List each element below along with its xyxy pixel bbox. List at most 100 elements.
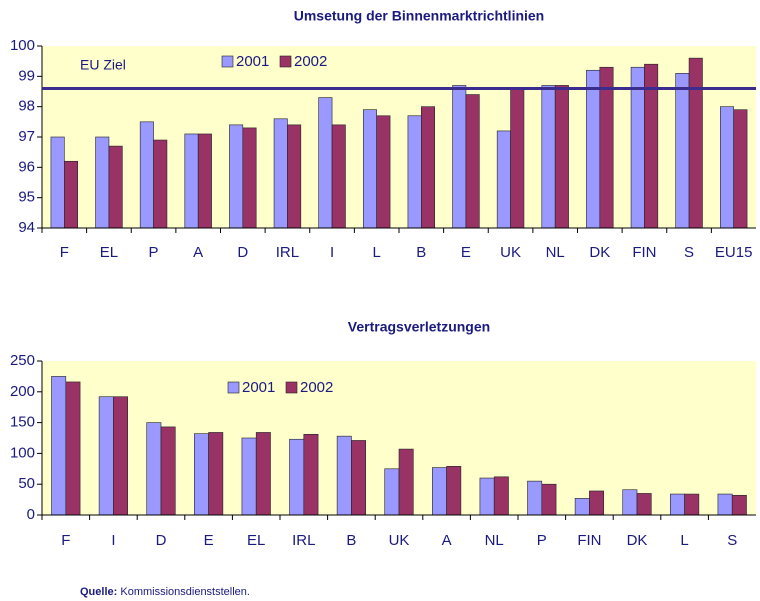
bar xyxy=(242,127,257,229)
bar xyxy=(636,493,652,516)
bar xyxy=(554,85,569,229)
bar xyxy=(384,468,400,516)
bar xyxy=(184,133,199,229)
bar xyxy=(432,467,447,516)
bar xyxy=(688,57,703,229)
y-tick-label: 200 xyxy=(10,383,35,400)
bar xyxy=(208,432,224,516)
x-tick-label: NL xyxy=(546,244,565,261)
legend-swatch xyxy=(227,381,240,394)
y-tick-label: 100 xyxy=(10,37,35,54)
bar xyxy=(493,476,509,516)
bar xyxy=(50,136,65,229)
bar xyxy=(160,426,176,516)
bar xyxy=(65,381,81,516)
x-tick-label: DK xyxy=(627,532,648,549)
x-tick-label: DK xyxy=(589,244,610,261)
chart-title: Vertragsverletzungen xyxy=(348,319,490,335)
bar xyxy=(527,480,543,516)
x-tick-label: S xyxy=(684,244,694,261)
bar xyxy=(479,477,495,516)
bar xyxy=(113,396,128,516)
bar xyxy=(407,115,422,229)
x-tick-label: F xyxy=(60,244,69,261)
bar xyxy=(362,109,377,229)
bar xyxy=(684,493,700,516)
bar xyxy=(541,483,557,516)
bar xyxy=(64,160,78,229)
bar xyxy=(139,121,154,229)
x-tick-label: E xyxy=(204,532,214,549)
bar xyxy=(303,434,319,516)
y-tick-label: 250 xyxy=(10,352,35,369)
bar xyxy=(146,422,162,516)
bar xyxy=(541,85,556,229)
x-tick-label: D xyxy=(156,532,167,549)
bar xyxy=(153,139,168,229)
x-tick-label: L xyxy=(680,532,688,549)
legend-swatch xyxy=(221,55,234,68)
bar xyxy=(496,130,511,229)
x-tick-label: EL xyxy=(247,532,265,549)
bar xyxy=(670,493,685,516)
y-tick-label: 97 xyxy=(18,128,35,145)
bar xyxy=(197,133,212,229)
bar xyxy=(731,494,747,516)
y-tick-label: 150 xyxy=(10,414,35,431)
bar xyxy=(452,85,467,229)
x-tick-label: FIN xyxy=(577,532,601,549)
bar xyxy=(273,118,288,229)
x-tick-label: E xyxy=(461,244,471,261)
legend-label: 2001 xyxy=(236,53,269,70)
x-tick-label: B xyxy=(346,532,356,549)
bar xyxy=(287,124,302,229)
x-tick-label: UK xyxy=(500,244,521,261)
chart-title: Umsetung der Binnenmarktrichtlinien xyxy=(294,8,544,24)
bar xyxy=(599,66,614,229)
x-tick-label: P xyxy=(537,532,547,549)
target-label: EU Ziel xyxy=(80,57,126,73)
legend-swatch xyxy=(285,381,298,394)
bar xyxy=(733,109,748,229)
bar xyxy=(717,493,733,516)
bar xyxy=(51,376,67,516)
x-tick-label: IRL xyxy=(292,532,315,549)
bar xyxy=(331,124,346,229)
bar xyxy=(465,94,480,229)
bar xyxy=(622,489,638,516)
x-tick-label: NL xyxy=(485,532,504,549)
bar xyxy=(289,438,305,516)
x-tick-label: IRL xyxy=(276,244,299,261)
bar xyxy=(398,448,414,516)
x-tick-label: EL xyxy=(100,244,118,261)
source: Quelle: Kommissionsdienststellen. xyxy=(80,586,250,598)
bar xyxy=(318,97,333,229)
x-tick-label: D xyxy=(237,244,248,261)
y-tick-label: 96 xyxy=(18,158,35,175)
y-tick-label: 95 xyxy=(18,189,35,206)
bar xyxy=(194,433,209,516)
x-tick-label: P xyxy=(149,244,159,261)
bar xyxy=(446,466,462,516)
x-tick-label: A xyxy=(193,244,203,261)
legend-label: 2002 xyxy=(300,379,333,396)
bar xyxy=(589,490,604,516)
bar xyxy=(108,145,123,229)
y-tick-label: 99 xyxy=(18,67,35,84)
bar xyxy=(719,106,734,229)
y-tick-label: 94 xyxy=(18,219,35,236)
bar xyxy=(255,432,271,516)
bar xyxy=(421,106,435,229)
x-tick-label: I xyxy=(330,244,334,261)
bar xyxy=(510,88,525,229)
bar xyxy=(336,435,352,516)
legend-label: 2001 xyxy=(242,379,275,396)
x-tick-label: UK xyxy=(389,532,410,549)
y-tick-label: 100 xyxy=(10,444,35,461)
bar xyxy=(98,396,114,516)
source-text: Kommissionsdienststellen. xyxy=(120,586,250,598)
bar xyxy=(351,440,366,516)
x-tick-label: I xyxy=(111,532,115,549)
bar xyxy=(574,498,590,516)
